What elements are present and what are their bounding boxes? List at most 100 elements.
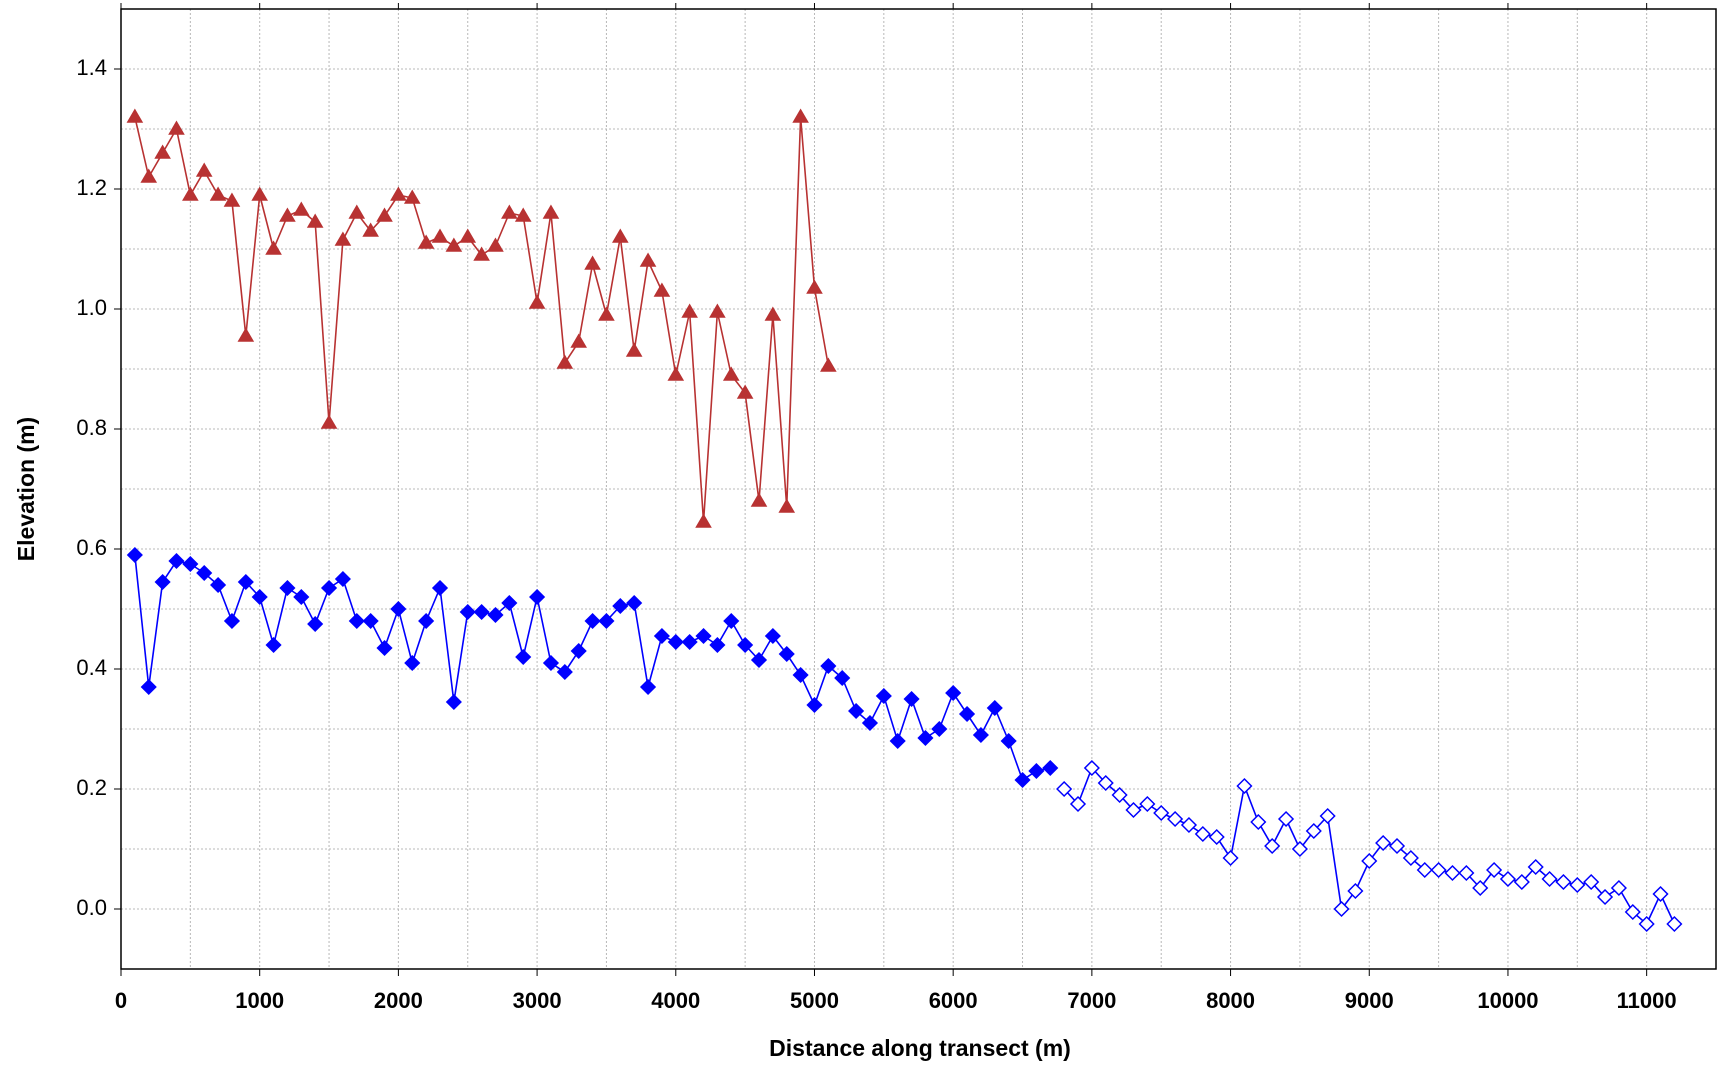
- point: [1666, 915, 1683, 933]
- point: [570, 642, 587, 660]
- point: [195, 162, 213, 177]
- y-tick-label: 0.0: [76, 895, 107, 920]
- point: [1596, 888, 1614, 906]
- series: [126, 108, 837, 528]
- point: [778, 645, 795, 663]
- point: [1541, 870, 1558, 888]
- point: [126, 108, 144, 123]
- point: [626, 594, 643, 612]
- point: [196, 564, 213, 582]
- point: [778, 498, 796, 513]
- point: [223, 192, 241, 207]
- point: [736, 384, 754, 399]
- x-tick-label: 5000: [790, 988, 839, 1013]
- point: [1069, 795, 1087, 813]
- point: [1264, 837, 1281, 855]
- y-tick-label: 1.0: [76, 295, 107, 320]
- point: [598, 306, 615, 321]
- point: [182, 186, 199, 201]
- point: [1444, 864, 1461, 882]
- point: [390, 600, 407, 618]
- point: [861, 714, 879, 732]
- point: [570, 333, 588, 348]
- point: [584, 612, 601, 630]
- point: [653, 627, 670, 645]
- point: [792, 666, 809, 684]
- point: [792, 108, 809, 123]
- point: [653, 282, 671, 297]
- point: [612, 597, 629, 615]
- point: [515, 648, 532, 666]
- point: [168, 120, 185, 135]
- point: [140, 168, 158, 183]
- point: [293, 588, 310, 606]
- x-tick-label: 4000: [651, 988, 700, 1013]
- point: [210, 576, 227, 594]
- x-tick-label: 9000: [1345, 988, 1394, 1013]
- point: [362, 612, 379, 630]
- point: [1250, 813, 1267, 831]
- point: [903, 690, 920, 708]
- point: [1555, 873, 1572, 891]
- point: [1416, 861, 1433, 879]
- point: [1569, 876, 1586, 894]
- point: [639, 678, 657, 696]
- point: [1167, 810, 1184, 828]
- point: [279, 207, 296, 222]
- point: [501, 594, 518, 612]
- point: [722, 366, 740, 381]
- point: [154, 573, 171, 591]
- point: [431, 579, 449, 597]
- x-tick-label: 3000: [513, 988, 562, 1013]
- point: [265, 240, 282, 255]
- point: [1222, 849, 1239, 867]
- point: [320, 579, 338, 597]
- point: [598, 612, 615, 630]
- point: [889, 732, 906, 750]
- y-axis-title: Elevation (m): [13, 417, 39, 561]
- point: [390, 186, 407, 201]
- point: [1083, 759, 1100, 777]
- x-axis-title: Distance along transect (m): [769, 1035, 1071, 1061]
- point: [251, 588, 268, 606]
- point: [362, 222, 379, 237]
- point: [237, 573, 254, 591]
- point: [473, 246, 490, 261]
- point: [806, 279, 823, 294]
- point: [1610, 879, 1627, 897]
- point: [764, 306, 782, 321]
- point: [639, 252, 657, 267]
- point: [750, 651, 768, 669]
- point: [209, 186, 227, 201]
- point: [1499, 870, 1517, 888]
- point: [1277, 810, 1295, 828]
- point: [709, 303, 726, 318]
- point: [334, 570, 351, 588]
- y-tick-label: 0.2: [76, 775, 107, 800]
- x-tick-label: 1000: [235, 988, 284, 1013]
- point: [986, 699, 1003, 717]
- point: [376, 639, 393, 657]
- point: [1486, 861, 1503, 879]
- point: [806, 696, 823, 714]
- point: [1527, 858, 1544, 876]
- point: [931, 720, 948, 738]
- point: [306, 213, 324, 228]
- point: [182, 555, 199, 573]
- point: [972, 726, 989, 744]
- series: [1056, 759, 1683, 933]
- y-tick-label: 1.2: [76, 175, 107, 200]
- point: [376, 207, 393, 222]
- point: [1319, 807, 1336, 825]
- point: [1028, 762, 1045, 780]
- point: [1042, 759, 1059, 777]
- point: [764, 627, 781, 645]
- x-tick-label: 2000: [374, 988, 423, 1013]
- point: [140, 678, 157, 696]
- point: [487, 237, 504, 252]
- point: [1375, 834, 1392, 852]
- point: [307, 615, 324, 633]
- point: [514, 207, 532, 222]
- point: [1305, 822, 1322, 840]
- point: [820, 657, 837, 675]
